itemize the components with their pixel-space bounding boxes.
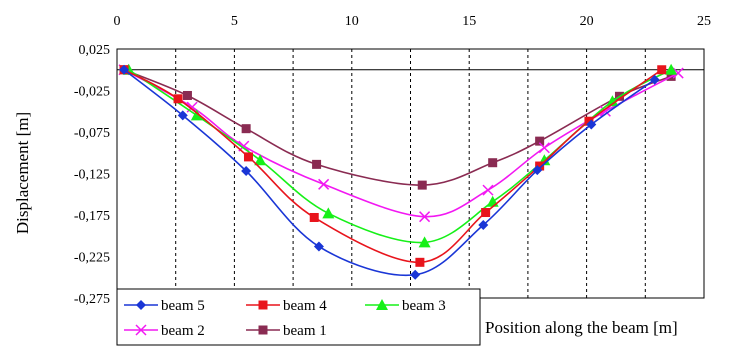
x-tick-label: 15 [462, 14, 476, 29]
legend-label: beam 3 [402, 298, 446, 314]
y-tick-label: -0,125 [74, 168, 110, 183]
y-tick-label: -0,225 [74, 251, 110, 266]
data-point-beam-3 [606, 95, 619, 107]
legend-item-beam-3: beam 3 [365, 298, 446, 314]
data-point-beam-4 [173, 94, 183, 104]
x-tick-label: 5 [231, 14, 238, 29]
y-tick-labels: 0,025 -0,025 -0,075 -0,125 -0,175 -0,225 -0,27… [74, 43, 110, 307]
series-line-beam-5 [123, 69, 656, 277]
legend-label: beam 4 [283, 298, 327, 314]
data-point-beam-2 [538, 142, 550, 154]
data-point-beam-2 [419, 211, 431, 223]
data-point-beam-5 [478, 219, 489, 230]
legend-swatch-marker [258, 300, 268, 310]
legend-item-beam-1: beam 1 [246, 323, 327, 339]
data-point-beam-1 [241, 124, 251, 134]
legend-item-beam-2: beam 2 [124, 323, 205, 339]
data-point-beam-3 [418, 236, 431, 248]
legend-swatch-marker [258, 325, 268, 335]
data-point-beam-3 [322, 207, 335, 219]
y-tick-label: -0,275 [74, 292, 110, 307]
data-point-beam-1 [417, 180, 427, 190]
data-point-beam-2 [318, 178, 330, 190]
series-beam-5 [119, 64, 660, 280]
y-axis-label: Displacement [m] [13, 112, 32, 234]
data-point-beam-1 [312, 159, 322, 169]
legend-item-beam-4: beam 4 [246, 298, 327, 314]
data-point-beam-3 [665, 63, 678, 75]
x-tick-label: 10 [345, 14, 359, 29]
data-point-beam-5 [649, 74, 660, 85]
data-point-beam-2 [599, 105, 611, 117]
y-tick-label: 0,025 [79, 43, 111, 58]
data-point-beam-1 [535, 136, 545, 146]
data-point-beam-4 [584, 116, 594, 126]
data-point-beam-3 [254, 154, 267, 166]
legend-label: beam 1 [283, 323, 327, 339]
data-point-beam-5 [241, 166, 252, 177]
data-point-beam-5 [410, 269, 421, 280]
legend-swatch-marker [135, 324, 147, 336]
legend-swatch-marker [376, 299, 388, 310]
legend-items: beam 5 beam 4 beam 3 beam 2 beam 1 [124, 298, 446, 339]
legend-item-beam-5: beam 5 [124, 298, 205, 314]
data-point-beam-4 [243, 152, 253, 162]
legend: beam 5 beam 4 beam 3 beam 2 beam 1 [116, 288, 481, 346]
data-point-beam-5 [586, 119, 597, 130]
legend-box [116, 288, 481, 346]
data-point-beam-1 [182, 90, 192, 100]
x-tick-label: 20 [580, 14, 594, 29]
x-tick-labels: 0 5 10 15 20 25 [114, 14, 712, 29]
data-point-beam-5 [177, 110, 188, 121]
data-point-beam-4 [415, 257, 425, 267]
y-tick-label: -0,075 [74, 126, 110, 141]
y-tick-label: -0,175 [74, 209, 110, 224]
x-tick-label: 0 [114, 14, 121, 29]
series-layer [118, 63, 684, 280]
legend-swatch-marker [136, 300, 146, 310]
data-point-beam-2 [482, 184, 494, 196]
data-point-beam-3 [190, 109, 203, 121]
legend-label: beam 2 [161, 323, 205, 339]
x-tick-label: 25 [697, 14, 711, 29]
data-point-beam-4 [535, 161, 545, 171]
data-point-beam-5 [532, 165, 543, 176]
x-axis-label: Position along the beam [m] [485, 318, 678, 337]
data-point-beam-4 [657, 65, 667, 75]
data-point-beam-5 [313, 241, 324, 252]
plot-area [116, 48, 705, 299]
data-point-beam-1 [488, 158, 498, 168]
data-point-beam-2 [672, 67, 684, 79]
y-tick-label: -0,025 [74, 85, 110, 100]
data-point-beam-4 [309, 212, 319, 222]
legend-label: beam 5 [161, 298, 205, 314]
data-point-beam-5 [119, 64, 130, 75]
data-point-beam-4 [481, 208, 491, 218]
